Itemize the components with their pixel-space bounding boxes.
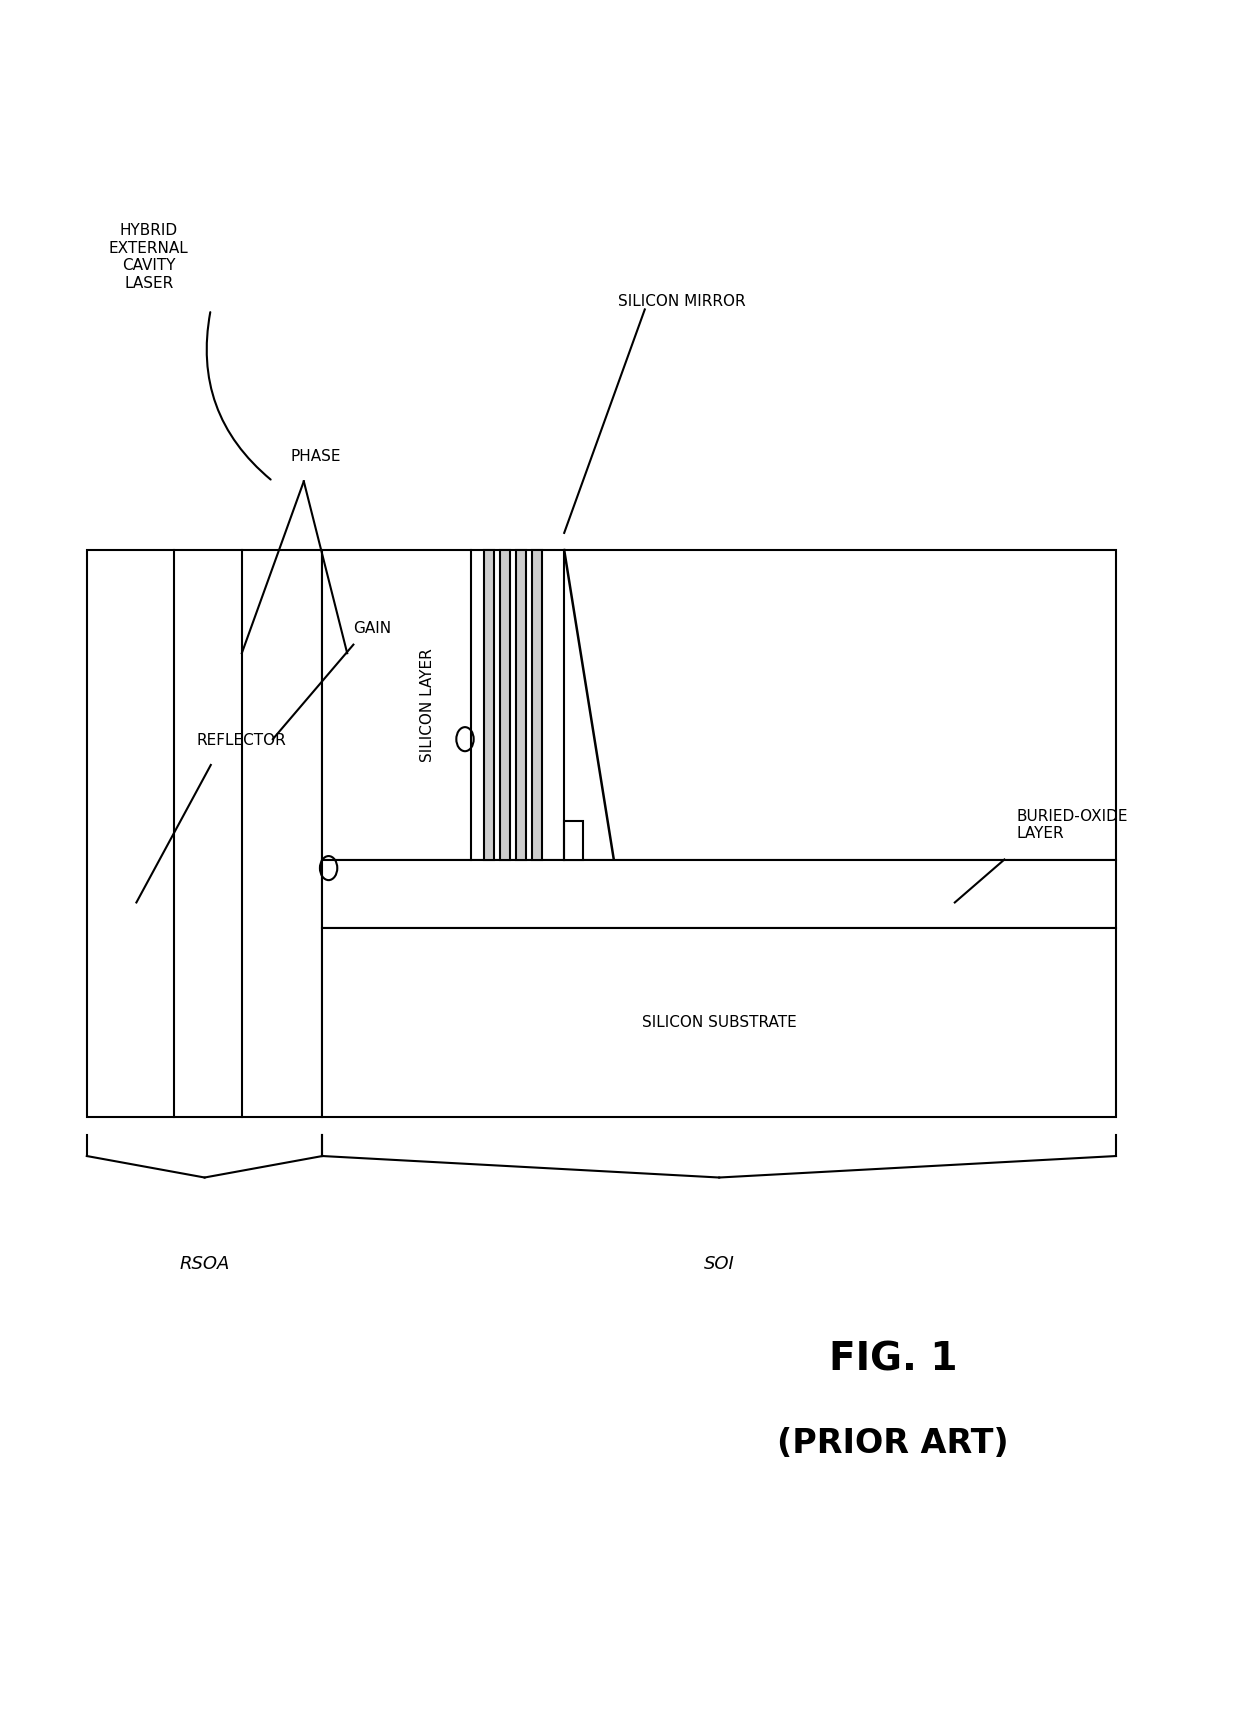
Text: BURIED-OXIDE
LAYER: BURIED-OXIDE LAYER [1017,810,1128,841]
Text: SOI: SOI [704,1255,734,1272]
Text: RSOA: RSOA [180,1255,229,1272]
Text: FIG. 1: FIG. 1 [828,1341,957,1379]
Bar [516,550,526,860]
Text: SILICON MIRROR: SILICON MIRROR [619,294,745,309]
Bar [322,860,1116,928]
Text: (PRIOR ART): (PRIOR ART) [777,1427,1008,1459]
Text: REFLECTOR: REFLECTOR [197,732,286,748]
Bar [322,928,1116,1117]
Bar [500,550,510,860]
Text: SILICON LAYER: SILICON LAYER [420,648,435,762]
Bar [87,550,322,1117]
Text: HYBRID
EXTERNAL
CAVITY
LASER: HYBRID EXTERNAL CAVITY LASER [109,223,188,291]
Text: SILICON SUBSTRATE: SILICON SUBSTRATE [642,1016,796,1030]
Bar [484,550,494,860]
Bar [564,822,583,860]
Text: PHASE: PHASE [291,449,341,464]
Text: GAIN: GAIN [353,621,391,636]
Bar [532,550,542,860]
Bar [322,550,1116,860]
